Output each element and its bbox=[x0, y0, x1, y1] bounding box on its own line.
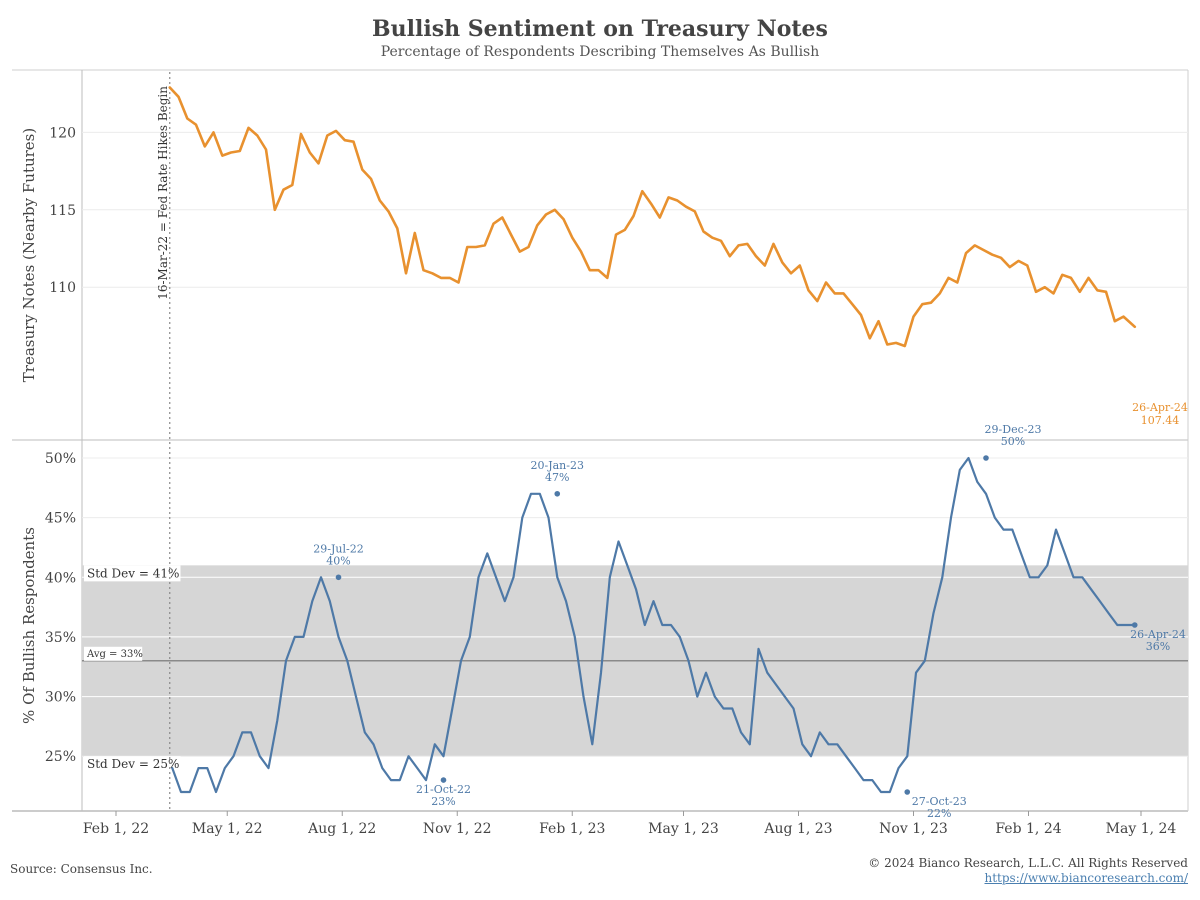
treasury-point-group bbox=[169, 87, 1135, 347]
annotation-value-label: 50% bbox=[1001, 435, 1025, 448]
upper-y-tick-label: 120 bbox=[49, 125, 76, 141]
lower-y-tick-label: 35% bbox=[45, 630, 76, 646]
x-tick-label: Nov 1, 23 bbox=[879, 821, 948, 837]
x-tick-label: Feb 1, 23 bbox=[539, 821, 605, 837]
lower-y-tick-label: 50% bbox=[45, 451, 76, 467]
chart-subtitle: Percentage of Respondents Describing The… bbox=[380, 44, 820, 60]
annotation-value-label: 36% bbox=[1146, 640, 1170, 653]
chart-title: Bullish Sentiment on Treasury Notes bbox=[372, 16, 828, 42]
treasury-line bbox=[168, 86, 1137, 348]
treasury-end-value-label: 107.44 bbox=[1141, 414, 1180, 427]
annotation-marker bbox=[983, 455, 989, 461]
upper-y-tick-label: 115 bbox=[49, 203, 76, 219]
std-dev-lower-label-text: Std Dev = 25% bbox=[87, 757, 179, 771]
website-link[interactable]: https://www.biancoresearch.com/ bbox=[984, 871, 1188, 885]
x-tick-label: May 1, 24 bbox=[1106, 821, 1177, 837]
lower-y-tick-label: 40% bbox=[45, 570, 76, 586]
treasury-end-date-label: 26-Apr-24 bbox=[1132, 401, 1188, 414]
average-label-bg bbox=[84, 646, 143, 661]
annotation-value-label: 47% bbox=[545, 471, 569, 484]
annotation-marker bbox=[1131, 622, 1138, 628]
average-label-text: Avg = 33% bbox=[86, 649, 143, 660]
lower-y-tick-label: 30% bbox=[45, 690, 76, 706]
annotation-date-label: 29-Jul-22 bbox=[313, 542, 363, 555]
annotation-date-label: 27-Oct-23 bbox=[912, 795, 967, 808]
x-tick-label: May 1, 22 bbox=[192, 821, 263, 837]
annotation-date-label: 29-Dec-23 bbox=[985, 423, 1042, 436]
annotation-date-label: 21-Oct-22 bbox=[416, 783, 471, 796]
annotation-value-label: 40% bbox=[326, 554, 350, 567]
lower-y-tick-label: 25% bbox=[45, 749, 76, 765]
annotation-marker bbox=[554, 490, 561, 497]
annotation-date-label: 20-Jan-23 bbox=[531, 459, 584, 472]
lower-y-axis-label: % Of Bullish Respondents bbox=[20, 527, 38, 724]
fed-hike-event-label: 16-Mar-22 = Fed Rate Hikes Begin bbox=[156, 86, 170, 300]
average-label: Avg = 33% bbox=[84, 646, 143, 661]
sentiment-point-group bbox=[172, 457, 1135, 793]
upper-y-tick-label: 110 bbox=[49, 280, 76, 296]
lower-y-tick-label: 45% bbox=[45, 511, 76, 527]
source-note: Source: Consensus Inc. bbox=[10, 862, 153, 876]
copyright-note: © 2024 Bianco Research, L.L.C. All Right… bbox=[868, 856, 1188, 870]
annotation-value-label: 23% bbox=[431, 795, 455, 808]
upper-y-axis-label: Treasury Notes (Nearby Futures) bbox=[20, 128, 38, 382]
x-tick-label: Nov 1, 22 bbox=[423, 821, 492, 837]
std-dev-upper-label-bg bbox=[84, 565, 181, 582]
x-tick-label: May 1, 23 bbox=[648, 821, 719, 837]
annotation-marker bbox=[440, 777, 447, 783]
std-dev-upper-label-text: Std Dev = 41% bbox=[87, 566, 179, 580]
std-dev-lower-label: Std Dev = 25% bbox=[84, 756, 181, 773]
annotation-marker bbox=[904, 789, 911, 795]
x-tick-label: Feb 1, 24 bbox=[995, 821, 1061, 837]
annotation-date-label: 26-Apr-24 bbox=[1130, 628, 1186, 641]
x-tick-label: Feb 1, 22 bbox=[83, 821, 149, 837]
x-tick-label: Aug 1, 23 bbox=[763, 821, 832, 837]
x-tick-label: Aug 1, 22 bbox=[307, 821, 376, 837]
annotation-marker bbox=[335, 574, 342, 581]
std-dev-lower-label-bg bbox=[84, 756, 181, 773]
std-dev-upper-label: Std Dev = 41% bbox=[84, 565, 181, 582]
annotation-value-label: 22% bbox=[927, 807, 951, 820]
